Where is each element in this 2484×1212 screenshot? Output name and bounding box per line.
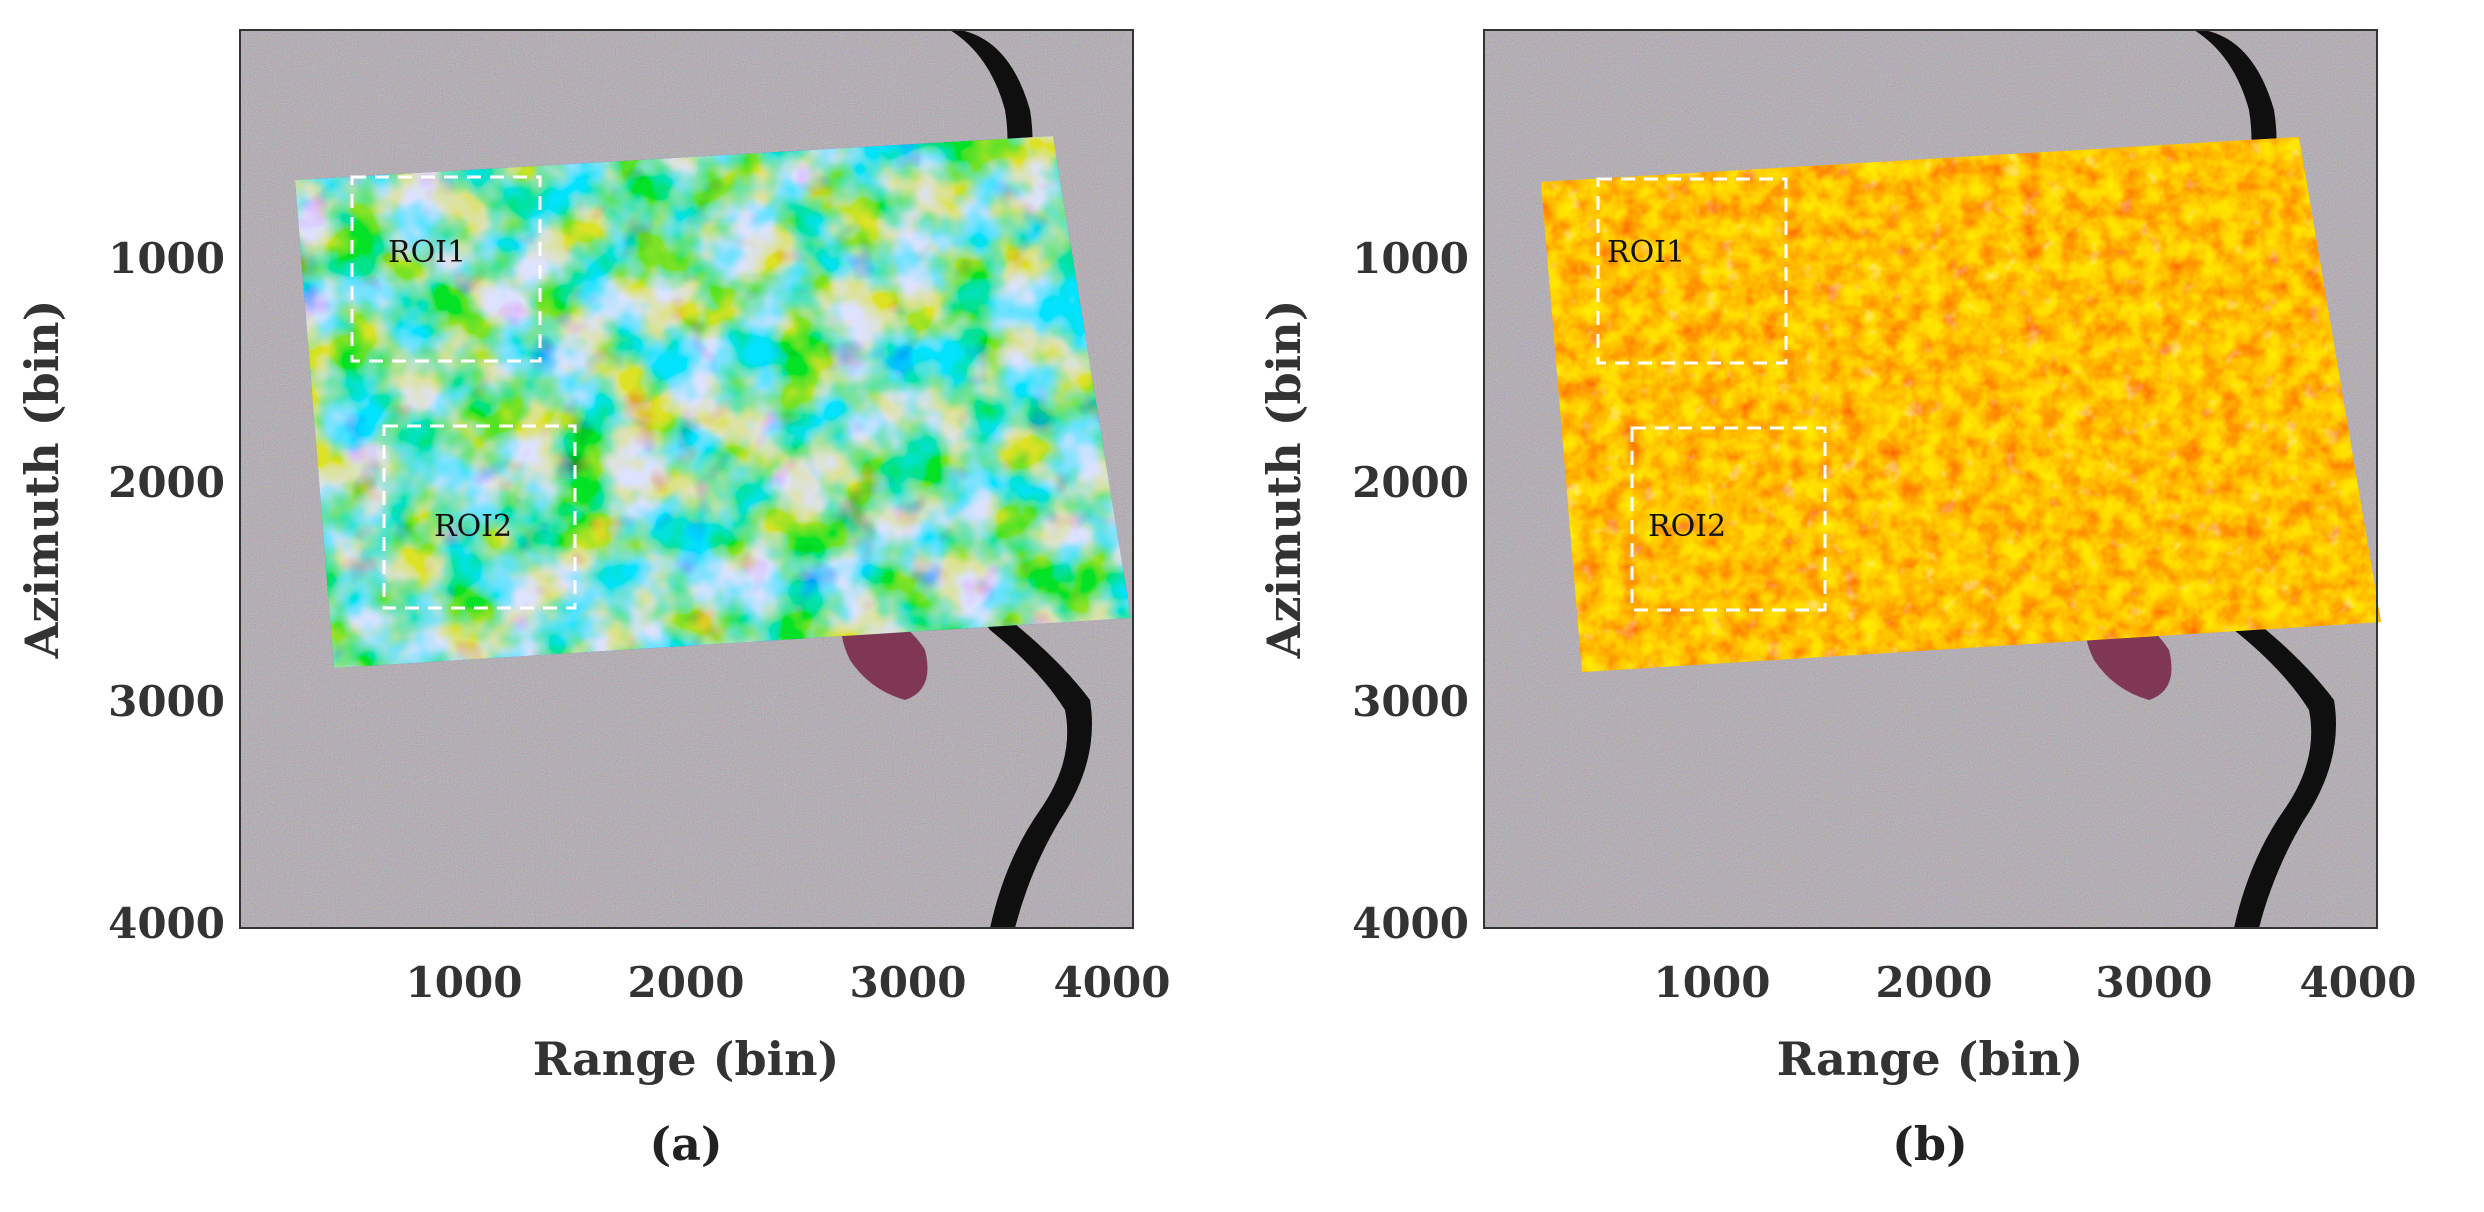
panel-a-figure: ROI1 ROI2 1000 2000 3000 4000 1000 2000 … [15, 29, 1171, 1171]
x-axis-title: Range (bin) [1777, 1032, 2084, 1086]
y-tick-label: 1000 [108, 234, 225, 283]
y-tick-label: 2000 [108, 458, 225, 507]
plot-frame [239, 29, 1134, 929]
x-tick-label: 3000 [2096, 958, 2213, 1007]
y-axis-title: Azimuth (bin) [15, 300, 69, 660]
x-axis-title: Range (bin) [533, 1032, 840, 1086]
panel-caption: (b) [1892, 1117, 1968, 1171]
heatmap-overlay [295, 136, 1131, 668]
x-tick-label: 4000 [2300, 958, 2417, 1007]
panel-b-figure: ROI1 ROI2 1000 2000 3000 4000 1000 2000 … [1257, 29, 2417, 1171]
roi2-label: ROI2 [434, 509, 512, 544]
panel-b: ROI1 ROI2 1000 2000 3000 4000 1000 2000 … [1242, 0, 2484, 1212]
x-tick-label: 2000 [628, 958, 745, 1007]
y-axis-ticks: 1000 2000 3000 4000 [1352, 234, 1469, 948]
x-tick-label: 1000 [406, 958, 523, 1007]
roi1-box [350, 175, 542, 363]
y-tick-label: 4000 [108, 899, 225, 948]
heatmap-overlay [1541, 137, 2381, 672]
x-tick-label: 4000 [1054, 958, 1171, 1007]
y-axis-ticks: 1000 2000 3000 4000 [108, 234, 225, 948]
x-tick-label: 3000 [850, 958, 967, 1007]
y-tick-label: 3000 [1352, 677, 1469, 726]
plot-frame [1483, 29, 2378, 929]
roi1-label: ROI1 [388, 235, 466, 270]
x-axis-ticks: 1000 2000 3000 4000 [1654, 958, 2417, 1007]
x-tick-label: 2000 [1876, 958, 1993, 1007]
panel-a: ROI1 ROI2 1000 2000 3000 4000 1000 2000 … [15, 29, 1171, 1171]
panel-caption: (a) [649, 1117, 722, 1171]
y-axis-title: Azimuth (bin) [1257, 300, 1311, 660]
roi1-label: ROI1 [1607, 235, 1685, 270]
y-tick-label: 2000 [1352, 458, 1469, 507]
roi2-box [1630, 426, 1827, 612]
roi1-box [1596, 177, 1788, 365]
roi2-label: ROI2 [1648, 509, 1726, 544]
x-tick-label: 1000 [1654, 958, 1771, 1007]
y-tick-label: 1000 [1352, 234, 1469, 283]
y-tick-label: 4000 [1352, 899, 1469, 948]
y-tick-label: 3000 [108, 677, 225, 726]
x-axis-ticks: 1000 2000 3000 4000 [406, 958, 1171, 1007]
roi2-box [382, 424, 577, 610]
